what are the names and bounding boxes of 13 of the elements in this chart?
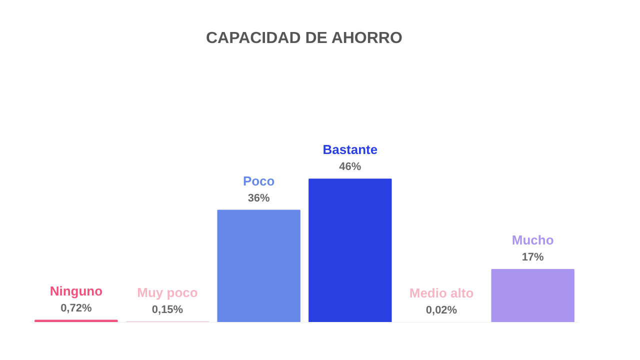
data-label: 36% [248, 192, 270, 204]
x-tick-label: Mucho [512, 232, 554, 248]
chart-title: CAPACIDAD DE AHORRO [206, 30, 402, 47]
data-label: 0,72% [60, 302, 92, 314]
data-label: 0,15% [152, 304, 184, 316]
x-tick-label: Medio alto [409, 285, 474, 300]
data-label: 17% [522, 252, 544, 264]
x-tick-label: Poco [242, 173, 275, 188]
data-label: 0,02% [426, 304, 458, 316]
x-tick-label: Bastante [322, 142, 378, 158]
x-tick-label: Muy poco [137, 285, 198, 300]
x-tick-label: Ninguno [50, 283, 103, 298]
data-label: 46% [339, 161, 362, 174]
